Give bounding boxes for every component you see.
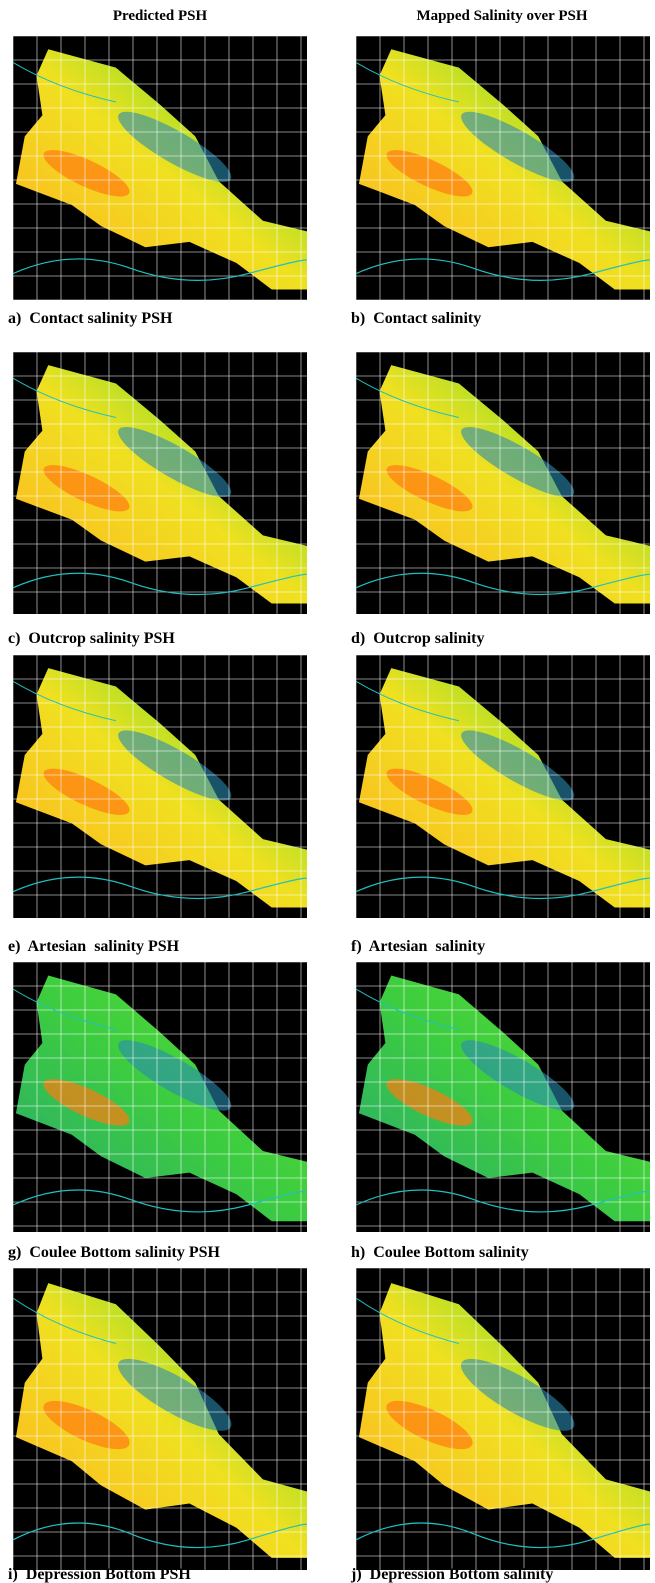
caption: h) Coulee Bottom salinity [351,1244,529,1261]
low-zone [118,111,232,183]
map-image [13,352,307,614]
map-image [356,962,650,1232]
river [13,61,117,103]
river [13,572,307,596]
watershed [15,1283,307,1558]
low-zone [461,111,575,183]
watershed [358,49,650,290]
column-header: Mapped Salinity over PSH [416,8,588,24]
river [13,1522,307,1549]
watershed [15,668,307,908]
river [356,988,460,1030]
map-image [356,655,650,918]
caption: i) Depression Bottom PSH [8,1566,191,1583]
high-zone [386,150,473,197]
river [356,258,650,281]
river [13,876,307,900]
watershed [358,1283,650,1558]
river [356,876,650,900]
caption: a) Contact salinity PSH [8,310,173,327]
river [13,1297,117,1344]
low-zone [118,730,232,801]
watershed [15,975,307,1222]
river [13,1189,307,1213]
map-image [356,1268,650,1570]
river [356,680,460,722]
map-image [356,352,650,614]
high-zone [386,465,473,512]
watershed [358,975,650,1222]
river [356,1189,650,1213]
high-zone [43,1400,130,1450]
high-zone [43,1079,130,1126]
caption: b) Contact salinity [351,310,482,327]
river [356,1297,460,1344]
high-zone [386,1400,473,1450]
river [13,988,117,1030]
high-zone [386,768,473,815]
low-zone [118,426,232,498]
high-zone [43,465,130,512]
low-zone [460,1358,575,1431]
river [356,1522,650,1549]
river [356,61,460,103]
map-image [13,655,307,918]
map-image [356,36,650,300]
map-image [13,1268,307,1570]
low-zone [461,730,575,801]
caption: j) Depression Bottom salinity [351,1566,554,1583]
column-header: Predicted PSH [112,8,208,24]
high-zone [386,1079,473,1126]
caption: e) Artesian salinity PSH [8,938,180,955]
caption: f) Artesian salinity [351,938,486,955]
river [13,680,117,722]
low-zone [117,1358,232,1431]
low-zone [461,426,575,498]
map-image [13,962,307,1232]
watershed [358,668,650,908]
caption: c) Outcrop salinity PSH [8,630,175,647]
high-zone [43,150,130,197]
map-image [13,36,307,300]
river [13,258,307,281]
watershed [15,49,307,290]
caption: g) Coulee Bottom salinity PSH [8,1244,220,1261]
river [356,377,460,418]
river [13,377,117,418]
river [356,572,650,596]
caption: d) Outcrop salinity [351,630,485,647]
high-zone [43,768,130,815]
